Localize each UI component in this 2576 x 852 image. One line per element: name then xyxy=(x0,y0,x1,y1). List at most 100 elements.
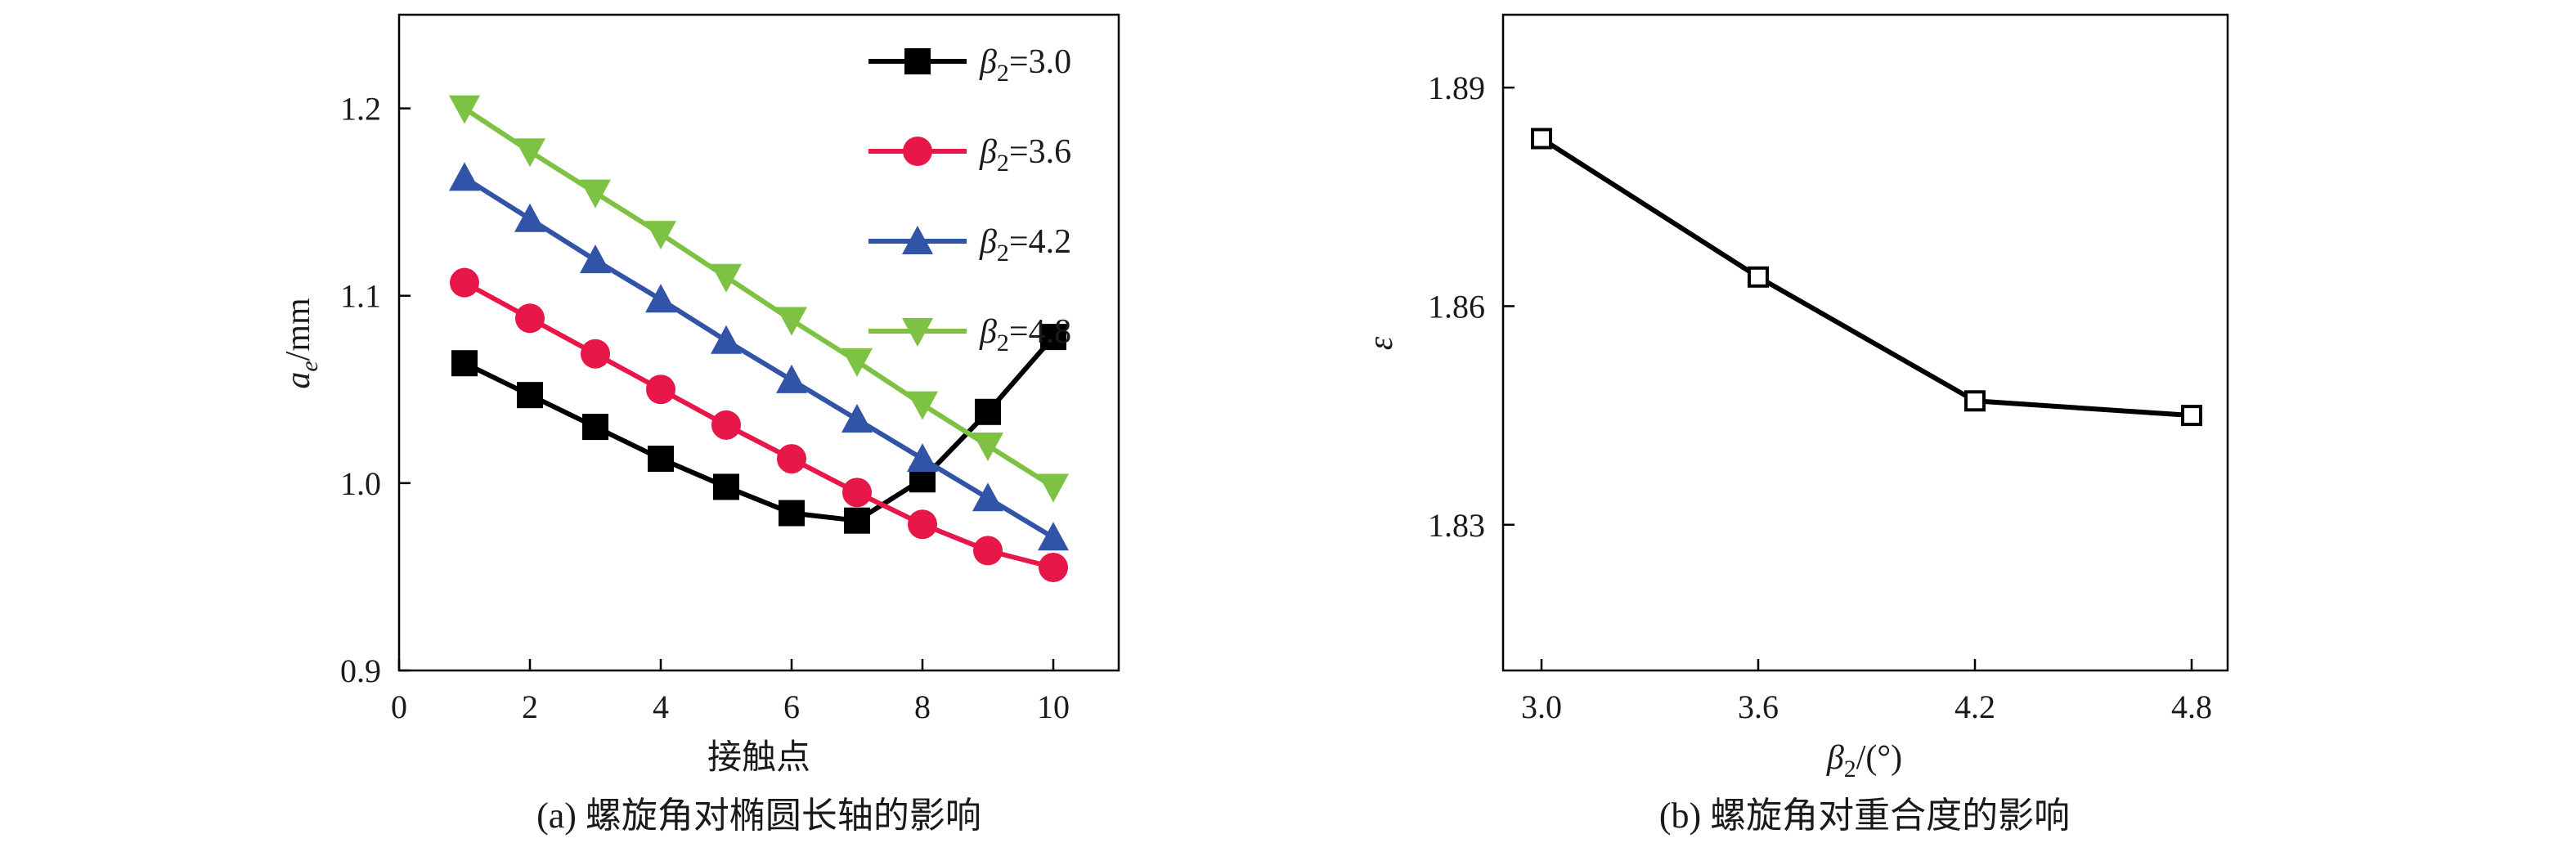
chart-a-legend-3-marker xyxy=(902,318,933,347)
chart-a-series-0-point xyxy=(451,350,478,377)
chart-a-plot-frame xyxy=(397,13,1120,672)
chart-a-ylabel-main: a xyxy=(280,372,317,389)
chart-a-series-1-point xyxy=(581,339,610,369)
chart-a-legend-3-label: β2=4.8 xyxy=(979,313,1071,356)
chart-a-series-1-point xyxy=(777,444,806,474)
chart-a-series-2-point xyxy=(580,244,611,274)
legend-label-value: =3.0 xyxy=(1009,43,1071,81)
legend-label-sub: 2 xyxy=(997,240,1009,267)
chart-b-xlabel-main: β xyxy=(1826,739,1844,777)
legend-label-main: β xyxy=(979,223,997,261)
chart-b-ytick-label: 1.86 xyxy=(1428,288,1485,325)
chart-b-series-0-point xyxy=(1964,390,1986,412)
chart-a-legend-2-label: β2=4.2 xyxy=(979,223,1071,267)
chart-a-series-1-point xyxy=(908,509,937,540)
legend-label-main: β xyxy=(979,43,997,81)
chart-a-ytick-label: 0.9 xyxy=(340,652,381,689)
chart-a-series-1-point xyxy=(450,267,479,298)
chart-a-series-3-point xyxy=(907,391,938,420)
chart-a-series-0-point xyxy=(517,382,543,409)
chart-b-ylabel: ε xyxy=(1362,336,1400,350)
chart-b-xtick-label: 3.6 xyxy=(1738,688,1779,725)
chart-a-series-2-point xyxy=(972,482,1003,512)
chart-a-series-2-point xyxy=(645,284,676,313)
chart-a-series-3-point xyxy=(972,433,1003,462)
chart-a-legend-0-marker xyxy=(904,48,931,74)
chart-a-xtick-label: 6 xyxy=(783,688,800,725)
chart-a-legend-2-marker xyxy=(902,226,933,254)
chart-b-series-0-point xyxy=(1531,128,1552,150)
chart-a-series-1-line xyxy=(463,280,1054,570)
chart-a-legend-1-label: β2=3.6 xyxy=(979,133,1071,177)
chart-a-xtick-label: 8 xyxy=(914,688,931,725)
chart-a-ylabel-sub: e xyxy=(296,361,323,371)
chart-a-series-2-point xyxy=(1038,522,1069,551)
chart-a-xtick-label: 0 xyxy=(391,688,407,725)
chart-b-series-0-line xyxy=(1540,136,2192,419)
chart-a-caption: (a) 螺旋角对椭圆长轴的影响 xyxy=(536,796,981,836)
chart-b-ticks: 3.0 3.6 4.2 4.8 1.83 1.86 1.89 xyxy=(1428,70,2212,725)
chart-b-xlabel-unit: /(°) xyxy=(1856,739,1902,777)
chart-a-ylabel-unit: /mm xyxy=(280,298,317,361)
chart-b-plot-frame xyxy=(1501,13,2229,672)
chart-a-series-0-point xyxy=(844,507,870,534)
chart-b-caption: (b) 螺旋角对重合度的影响 xyxy=(1659,796,2070,836)
chart-b-series-0-point xyxy=(2181,405,2202,427)
chart-b: 3.0 3.6 4.2 4.8 1.83 1.86 1.89 ε β2/(°) (b) 螺旋… xyxy=(1362,13,2229,836)
chart-b-xlabel-sub: 2 xyxy=(1844,756,1856,782)
chart-a-series-1-point xyxy=(973,536,1003,566)
chart-a-ylabel: ae/mm xyxy=(280,298,323,389)
chart-a-series-2-point xyxy=(841,403,873,433)
chart-a-xtick-label: 4 xyxy=(653,688,669,725)
chart-a-series xyxy=(449,95,1069,582)
chart-a-series-1-point xyxy=(646,374,675,405)
legend-label-sub: 2 xyxy=(997,150,1009,177)
chart-b-ytick-label: 1.89 xyxy=(1428,70,1485,106)
chart-a-xtick-label: 2 xyxy=(522,688,538,725)
legend-label-main: β xyxy=(979,133,997,171)
chart-a-series-3-point xyxy=(645,221,676,250)
legend-label-value: =4.8 xyxy=(1009,313,1071,351)
chart-a-series-0-point xyxy=(582,414,608,441)
chart-a-series-3-point xyxy=(449,95,480,124)
legend-label-sub: 2 xyxy=(997,60,1009,87)
chart-a-series-2-point xyxy=(514,203,545,232)
chart-a-xlabel: 接触点 xyxy=(707,739,810,777)
chart-a-series-1-point xyxy=(711,410,741,440)
chart-a-series-0-point xyxy=(713,473,739,500)
chart-a-legend-1-marker xyxy=(903,137,932,166)
chart-a-series-3-point xyxy=(514,138,545,168)
chart-a-xtick-label: 10 xyxy=(1037,688,1070,725)
chart-b-xtick-label: 4.2 xyxy=(1954,688,1995,725)
legend-label-value: =3.6 xyxy=(1009,133,1071,171)
chart-b-ytick-label: 1.83 xyxy=(1428,507,1485,544)
chart-a-series-2-line xyxy=(463,175,1055,540)
chart-a-series-3-point xyxy=(711,263,742,293)
chart-a-ytick-label: 1.2 xyxy=(340,91,381,128)
chart-a-series-3-point xyxy=(580,179,611,209)
chart-a-legend: β2=3.0β2=3.6β2=4.2β2=4.8 xyxy=(868,43,1071,356)
chart-b-xtick-label: 3.0 xyxy=(1521,688,1562,725)
chart-a-series-2-point xyxy=(449,162,480,191)
legend-label-sub: 2 xyxy=(997,330,1009,356)
chart-a-ytick-label: 1.0 xyxy=(340,465,381,502)
chart-a-series-2-point xyxy=(907,443,938,473)
chart-a-series-0-point xyxy=(648,446,674,473)
chart-a-series-3-point xyxy=(841,348,873,377)
chart-a-ytick-label: 1.1 xyxy=(340,278,381,315)
chart-a-series-2-point xyxy=(776,364,807,393)
chart-a-series-0-point xyxy=(779,500,805,527)
chart-a-series-0-line xyxy=(463,335,1056,523)
chart-b-series xyxy=(1531,128,2202,427)
legend-label-main: β xyxy=(979,313,997,351)
chart-a-legend-0-label: β2=3.0 xyxy=(979,43,1071,87)
chart-b-series-0-point xyxy=(1748,266,1769,288)
chart-a-series-0-point xyxy=(1040,324,1066,351)
chart-b-xlabel: β2/(°) xyxy=(1826,739,1902,782)
chart-a-ticks: 0 2 4 6 8 10 0.9 1.0 1.1 1.2 xyxy=(340,91,1070,725)
chart-a-series-3-point xyxy=(1038,473,1069,503)
chart-a-series-1-point xyxy=(842,478,872,508)
legend-label-value: =4.2 xyxy=(1009,223,1071,261)
chart-b-xtick-label: 4.8 xyxy=(2171,688,2212,725)
